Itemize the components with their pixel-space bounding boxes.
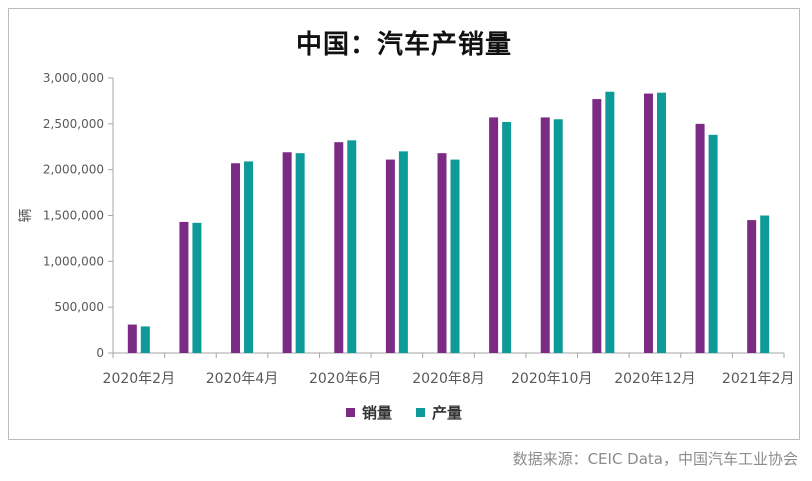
- y-tick-label: 1,000,000: [43, 254, 104, 268]
- x-tick-label: 2020年2月: [103, 371, 176, 387]
- x-tick-label: 2020年6月: [309, 371, 382, 387]
- bar-sales: [179, 221, 189, 353]
- bar-sales: [489, 117, 499, 354]
- bar-sales: [282, 152, 292, 353]
- y-tick-label: 2,500,000: [43, 117, 104, 131]
- chart-title: 中国：汽车产销量: [295, 30, 512, 60]
- bar-sales: [643, 93, 653, 353]
- x-tick-label: 2021年2月: [722, 371, 795, 387]
- bar-sales: [592, 99, 602, 353]
- bar-production: [553, 119, 563, 353]
- source-note: 数据来源：CEIC Data，中国汽车工业协会: [512, 450, 798, 468]
- bar-sales: [334, 142, 344, 353]
- bar-sales: [540, 117, 550, 354]
- x-tick-label: 2020年10月: [511, 371, 592, 387]
- legend-swatch-sales: [346, 408, 355, 417]
- bar-production: [140, 326, 150, 353]
- legend-label-production: 产量: [432, 404, 462, 422]
- x-tick-label: 2020年4月: [206, 371, 279, 387]
- y-tick-label: 2,000,000: [43, 163, 104, 177]
- x-tick-label: 2020年8月: [412, 371, 485, 387]
- legend-label-sales: 销量: [362, 404, 392, 422]
- y-tick-label: 1,500,000: [43, 209, 104, 223]
- x-tick-label: 2020年12月: [614, 371, 695, 387]
- bar-sales: [747, 220, 757, 353]
- bar-production: [244, 161, 254, 353]
- y-tick-label: 500,000: [54, 300, 104, 314]
- bar-production: [347, 140, 357, 353]
- bar-production: [656, 92, 666, 354]
- bar-production: [398, 151, 408, 353]
- bar-production: [605, 91, 615, 353]
- y-axis-title: 辆: [18, 209, 34, 223]
- bar-production: [502, 122, 512, 353]
- bar-sales: [437, 153, 447, 353]
- bar-production: [450, 159, 460, 353]
- bar-sales: [695, 123, 705, 353]
- bar-production: [760, 215, 770, 353]
- bar-sales: [127, 324, 137, 353]
- bar-sales: [385, 159, 395, 353]
- y-tick-label: 3,000,000: [43, 71, 104, 85]
- y-tick-label: 0: [96, 346, 104, 360]
- legend-swatch-production: [416, 408, 425, 417]
- bar-sales: [231, 163, 241, 353]
- bar-production: [192, 222, 202, 353]
- bar-production: [708, 134, 718, 353]
- bar-production: [295, 153, 305, 353]
